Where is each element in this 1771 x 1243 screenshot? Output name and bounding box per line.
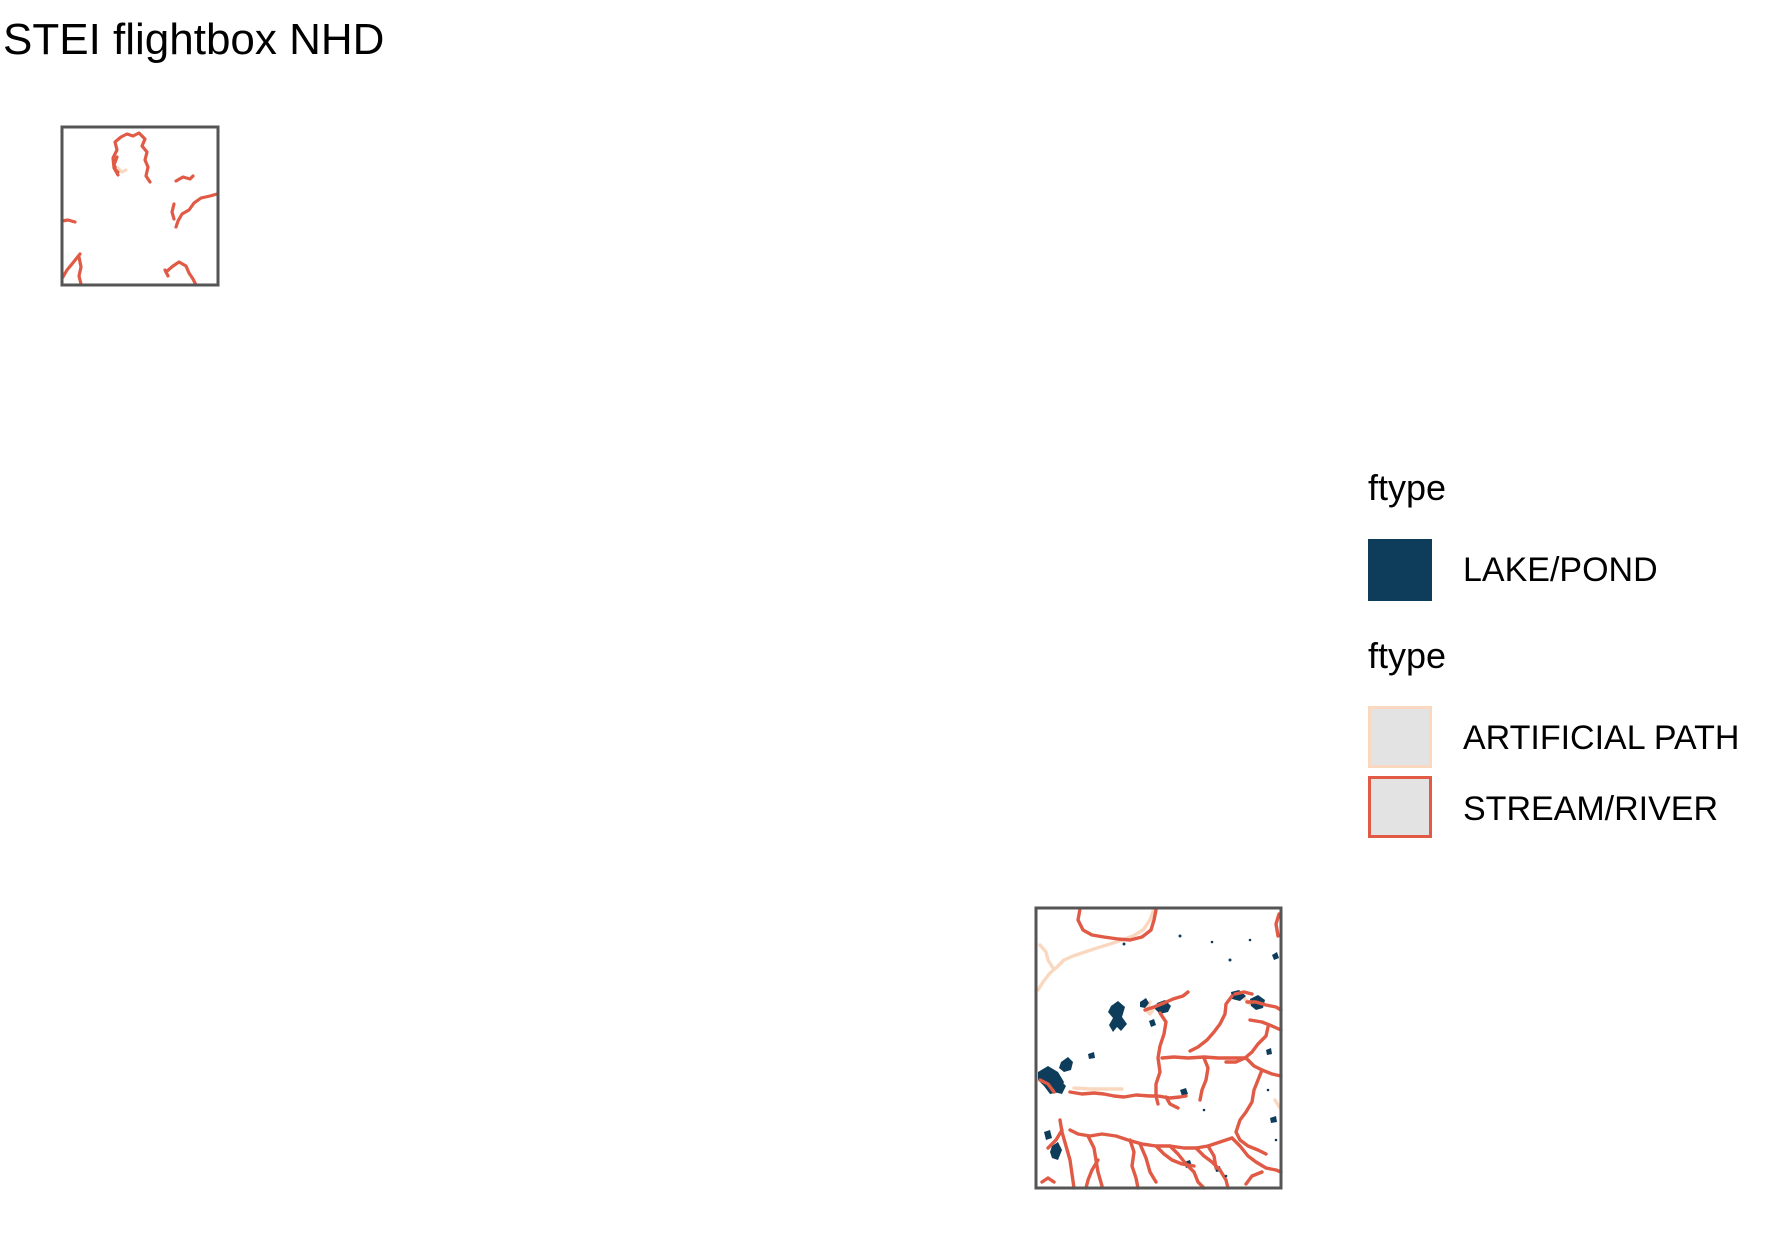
stream-line (1248, 1018, 1283, 1032)
stream-line (174, 174, 195, 183)
stream-line (61, 252, 82, 279)
stream-line (1224, 1025, 1270, 1064)
stream-line (1068, 1090, 1188, 1100)
pond-speck (1266, 1088, 1270, 1092)
lake-pond (1149, 1019, 1156, 1027)
stream-line (1068, 1128, 1234, 1150)
artificial-path-line (116, 166, 128, 174)
pond-speck (1274, 1138, 1278, 1142)
stream-line (112, 155, 120, 174)
lake-pond (1050, 1142, 1062, 1160)
stream-line (1046, 1128, 1064, 1150)
stream-line (1274, 912, 1281, 938)
pond-speck (1210, 940, 1214, 944)
stream-line (1230, 1136, 1283, 1174)
stream-line (164, 260, 198, 287)
lake-pond (1270, 1116, 1277, 1123)
legend-label-stream-river: STREAM/RIVER (1463, 790, 1719, 828)
stream-line (1206, 1144, 1218, 1170)
panel-background (62, 127, 218, 285)
lake-pond (1088, 1052, 1095, 1059)
lake-pond (1272, 952, 1279, 960)
panel-frame (1034, 906, 1283, 1190)
panel-frame (60, 125, 220, 287)
stream-line (174, 192, 219, 229)
stream-line (1164, 1095, 1180, 1110)
lake-pond (1044, 1130, 1052, 1140)
legend-label-lake-pond: LAKE/POND (1463, 551, 1658, 589)
pond-speck (1122, 942, 1126, 946)
artificial-path-line (1144, 1000, 1156, 1016)
lake-pond (1140, 998, 1149, 1008)
stream-line (60, 218, 77, 224)
stream-line (77, 255, 83, 286)
stream-line (1188, 994, 1234, 1053)
pond-speck (1228, 958, 1232, 962)
stream-line (170, 202, 176, 221)
lake-pond (1052, 1080, 1066, 1094)
stream-line (1245, 1000, 1283, 1012)
stream-line (1128, 1138, 1140, 1190)
lake-pond (1180, 1088, 1188, 1096)
lake-pond (1108, 1001, 1127, 1032)
stream-line (1138, 1142, 1158, 1184)
stream-line (1038, 1078, 1056, 1094)
stream-line (1234, 1068, 1268, 1156)
stream-line (1086, 1134, 1104, 1188)
flightbox-north-west (60, 125, 220, 287)
legend-title-line: ftype (1368, 635, 1447, 676)
pond-speck (1248, 938, 1252, 942)
lake-pond (1059, 1057, 1073, 1072)
artificial-path-line (1038, 943, 1055, 970)
stream-line (1040, 1176, 1056, 1184)
lake-pond (1266, 1048, 1272, 1055)
artificial-path-line (1273, 1098, 1282, 1110)
legend-key-artificial-path (1368, 706, 1432, 768)
pond-speck (1202, 1108, 1206, 1112)
legend-key-lake-pond (1368, 539, 1432, 601)
artificial-path-line (1072, 1086, 1124, 1091)
stream-line (1154, 1011, 1168, 1106)
stream-line (1233, 990, 1254, 996)
legend-title-polygon: ftype (1368, 467, 1447, 508)
stream-line (1076, 907, 1158, 942)
flightbox-south-east (1034, 906, 1283, 1190)
legend-key-stream-river (1368, 776, 1432, 838)
pond-speck (1224, 1174, 1228, 1178)
stream-line (1168, 1144, 1206, 1190)
pond-speck (1178, 934, 1182, 938)
stream-line (1084, 1158, 1100, 1190)
stream-line (1244, 1170, 1264, 1186)
stream-line (1143, 990, 1190, 1012)
stream-line (111, 131, 152, 184)
legend-label-artificial-path: ARTIFICIAL PATH (1463, 719, 1740, 757)
stream-line (1198, 1056, 1210, 1102)
artificial-path-line (1036, 907, 1156, 992)
stream-line (163, 268, 170, 278)
map-title: STEI flightbox NHD (3, 15, 385, 64)
